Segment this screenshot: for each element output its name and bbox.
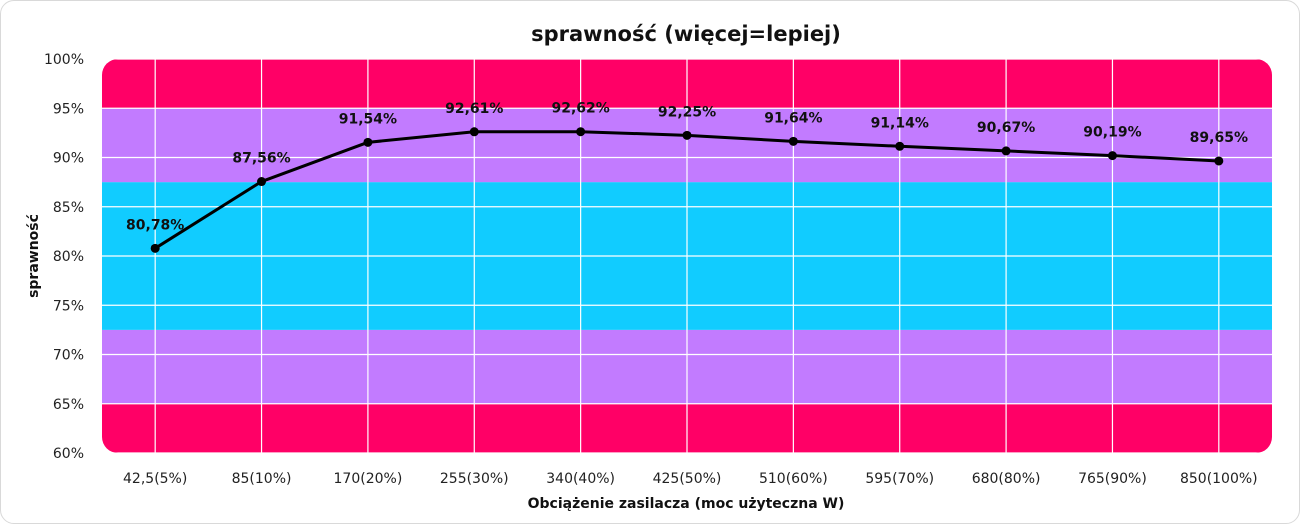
data-point xyxy=(682,130,692,140)
data-point xyxy=(1214,156,1224,166)
y-axis-label: sprawność xyxy=(26,214,42,298)
data-label: 87,56% xyxy=(232,151,290,167)
y-tick-label: 60% xyxy=(53,446,84,462)
x-axis-ticks: 42,5(5%) 85(10%) 170(20%) 255(30%) 340(40%) 4… xyxy=(123,471,1258,487)
data-point xyxy=(469,127,479,137)
x-tick-label: 340(40%) xyxy=(546,471,615,487)
data-point xyxy=(895,141,905,151)
data-point xyxy=(150,243,160,253)
series-points xyxy=(150,127,1224,253)
y-tick-label: 70% xyxy=(53,348,84,364)
x-tick-label: 170(20%) xyxy=(334,471,403,487)
y-axis-ticks: 60% 65% 70% 75% 80% 85% 90% 95% 100% xyxy=(44,52,84,462)
data-label: 91,14% xyxy=(871,115,929,131)
data-point xyxy=(1001,146,1011,156)
x-tick-label: 680(80%) xyxy=(972,471,1041,487)
y-tick-label: 65% xyxy=(53,397,84,413)
chart-title: sprawność (więcej=lepiej) xyxy=(531,22,841,46)
y-tick-label: 85% xyxy=(53,200,84,216)
data-point xyxy=(576,127,586,137)
gridlines xyxy=(102,59,1272,453)
data-label: 91,54% xyxy=(339,111,397,127)
x-tick-label: 595(70%) xyxy=(865,471,934,487)
x-tick-label: 510(60%) xyxy=(759,471,828,487)
data-point xyxy=(363,137,373,147)
x-tick-label: 255(30%) xyxy=(440,471,509,487)
data-label: 90,67% xyxy=(977,120,1035,136)
data-labels: 80,78% 87,56% 91,54% 92,61% 92,62% 92,25% 91,6… xyxy=(126,101,1248,234)
x-tick-label: 85(10%) xyxy=(232,471,292,487)
y-tick-label: 80% xyxy=(53,249,84,265)
y-tick-label: 90% xyxy=(53,151,84,167)
x-tick-label: 850(100%) xyxy=(1180,471,1258,487)
data-point xyxy=(257,177,267,187)
data-label: 92,61% xyxy=(445,101,503,117)
x-axis-label: Obciążenie zasilacza (moc użyteczna W) xyxy=(528,496,845,512)
data-point xyxy=(788,136,798,146)
x-tick-label: 425(50%) xyxy=(653,471,722,487)
data-label: 90,19% xyxy=(1083,125,1141,141)
data-label: 80,78% xyxy=(126,217,184,233)
y-tick-label: 75% xyxy=(53,298,84,314)
data-label: 91,64% xyxy=(764,110,822,126)
data-label: 92,62% xyxy=(551,101,609,117)
x-tick-label: 765(90%) xyxy=(1078,471,1147,487)
x-tick-label: 42,5(5%) xyxy=(123,471,187,487)
data-point xyxy=(1107,151,1117,161)
data-label: 92,25% xyxy=(658,104,716,120)
y-tick-label: 100% xyxy=(44,52,84,68)
y-tick-label: 95% xyxy=(53,101,84,117)
data-label: 89,65% xyxy=(1190,130,1248,146)
